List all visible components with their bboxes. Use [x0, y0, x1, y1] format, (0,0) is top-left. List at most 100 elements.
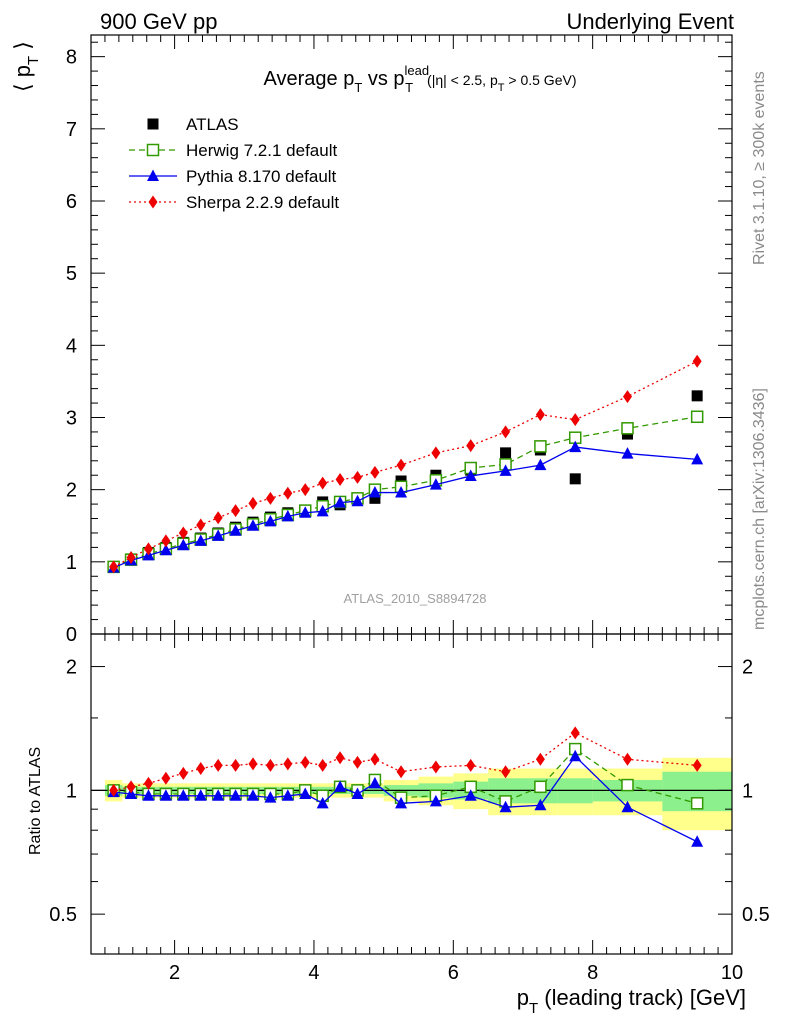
point-s3-12: [318, 476, 328, 490]
ratio-y-tick-label-right: 0.5: [742, 904, 770, 926]
point-s2-8: [246, 519, 259, 531]
ratio-point-2-22: [622, 752, 632, 766]
ratio-point-2-14: [353, 755, 363, 769]
point-s2-23: [691, 452, 704, 465]
ratio-point-1-15: [368, 776, 381, 789]
point-s3-14: [353, 470, 363, 484]
legend-label-3: Sherpa 2.2.9 default: [186, 193, 339, 212]
point-s2-19: [499, 464, 512, 476]
point-s2-17: [429, 478, 442, 490]
point-s2-12: [316, 504, 329, 517]
point-s1-23: [690, 410, 704, 424]
ratio-point-2-17: [431, 760, 441, 774]
point-s3-21: [570, 413, 580, 427]
x-tick-label: 4: [308, 962, 319, 984]
ratio-point-2-6: [213, 758, 223, 772]
y-tick-label: 0: [66, 624, 77, 646]
point-s0-15: [369, 492, 381, 504]
ratio-point-1-10: [281, 789, 294, 801]
y-tick-label: 1: [66, 552, 77, 574]
ratio-point-1-20: [534, 798, 547, 811]
ratio-point-0-23: [690, 797, 704, 810]
mcplots-label: mcplots.cern.ch [arXiv:1306.3436]: [751, 388, 768, 630]
ratio-point-1-23: [691, 835, 704, 847]
point-s0-23: [691, 390, 703, 402]
point-s3-5: [196, 518, 206, 532]
point-s2-13: [334, 496, 347, 508]
point-s2-22: [621, 447, 634, 459]
ratio-point-1-11: [299, 787, 312, 799]
point-s2-20: [534, 458, 547, 471]
legend-marker-2: [147, 169, 159, 181]
ratio-point-1-18: [464, 789, 477, 801]
point-s2-3: [159, 543, 172, 556]
ratio-point-1-4: [177, 789, 190, 801]
y-tick-label: 3: [66, 407, 77, 429]
point-s2-16: [395, 486, 408, 498]
point-s3-9: [265, 491, 275, 505]
series-line-3: [113, 360, 698, 568]
point-s3-6: [213, 511, 223, 525]
ratio-point-2-11: [300, 755, 310, 769]
point-s3-1: [126, 551, 136, 565]
point-s2-10: [281, 509, 294, 522]
x-tick-label: 2: [169, 962, 180, 984]
legend-label-1: Herwig 7.2.1 default: [186, 141, 337, 160]
ratio-point-1-6: [212, 789, 225, 801]
ratio-point-2-21: [570, 726, 580, 740]
y-tick-label: 5: [66, 263, 77, 285]
x-tick-label: 8: [587, 962, 598, 984]
ratio-point-2-3: [161, 771, 171, 785]
ratio-point-2-10: [283, 757, 293, 771]
point-s2-14: [351, 494, 364, 507]
ratio-point-2-2: [143, 776, 153, 790]
ratio-point-1-3: [159, 789, 172, 801]
point-s3-18: [466, 439, 476, 453]
point-s2-11: [299, 506, 312, 518]
point-s2-18: [464, 469, 477, 481]
ratio-point-1-17: [429, 794, 442, 807]
analysis-watermark: ATLAS_2010_S8894728: [344, 591, 487, 606]
ratio-point-2-4: [178, 766, 188, 780]
point-s2-21: [569, 440, 582, 453]
ratio-point-1-16: [395, 796, 408, 809]
point-s1-22: [621, 422, 634, 435]
ratio-point-0-22: [621, 778, 634, 792]
ratio-point-2-12: [318, 758, 328, 772]
point-s3-7: [231, 504, 241, 518]
ratio-point-1-8: [246, 789, 259, 801]
point-s3-3: [161, 534, 171, 548]
ratio-point-0-20: [534, 780, 547, 794]
ratio-y-tick-label-right: 1: [742, 780, 753, 802]
point-s3-0: [109, 560, 119, 574]
point-s3-11: [300, 483, 310, 497]
point-s0-21: [569, 473, 581, 485]
ratio-point-2-8: [248, 757, 258, 771]
ratio-panel-axes: 0.5 0.5 1 1 2 2 2 4 6 8 10: [49, 633, 770, 984]
point-s3-15: [370, 465, 380, 479]
legend-label-0: ATLAS: [186, 115, 239, 134]
point-s2-5: [194, 534, 207, 546]
point-s2-15: [368, 486, 381, 498]
y-tick-label: 6: [66, 191, 77, 213]
ratio-point-2-23: [692, 758, 702, 772]
point-s3-19: [501, 425, 511, 439]
ratio-point-2-0: [109, 783, 119, 797]
point-s3-13: [335, 473, 345, 487]
xlabel: pT (leading track) [GeV]: [517, 985, 746, 1017]
legend-marker-0: [147, 118, 159, 130]
main-ylabel: ⟨ pT ⟩: [10, 41, 42, 92]
point-s3-23: [692, 354, 702, 368]
point-s3-17: [431, 446, 441, 460]
point-s2-4: [177, 538, 190, 551]
legend: ATLAS Herwig 7.2.1 default Pythia 8.170 de…: [129, 115, 339, 212]
y-tick-label: 4: [66, 335, 77, 357]
legend-marker-1: [146, 143, 160, 157]
point-s3-10: [283, 486, 293, 500]
legend-label-2: Pythia 8.170 default: [186, 167, 337, 186]
ratio-point-2-5: [196, 762, 206, 776]
ratio-point-2-1: [126, 780, 136, 794]
header-left: 900 GeV pp: [100, 9, 217, 34]
ratio-y-tick-label: 0.5: [49, 904, 77, 926]
